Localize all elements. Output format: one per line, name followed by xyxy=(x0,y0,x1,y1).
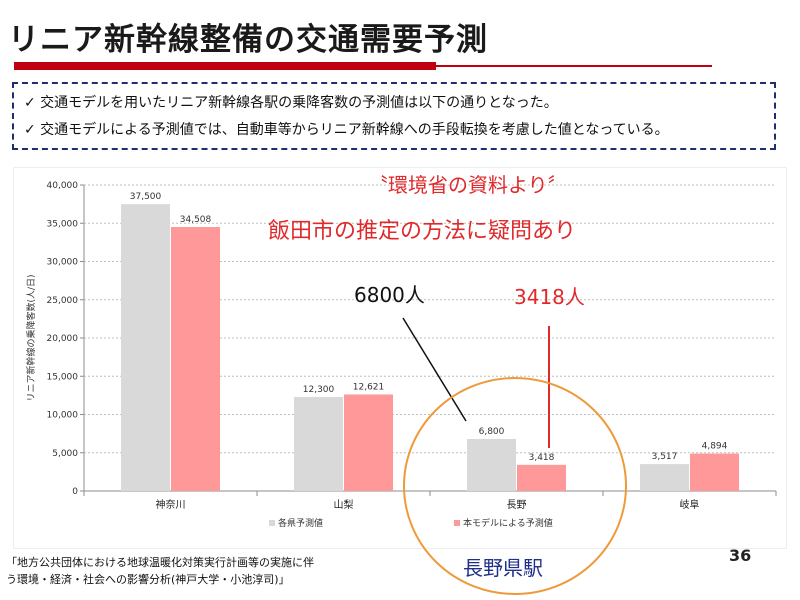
circle-label: 長野県駅 xyxy=(463,556,543,580)
y-tick-label: 20,000 xyxy=(47,334,79,344)
x-tick-label: 山梨 xyxy=(334,498,354,511)
source-citation-line-2: う環境・経済・社会への影響分析(神戸大学・小池淳司)」 xyxy=(6,573,290,586)
data-label: 3,418 xyxy=(529,453,555,463)
callout-6800: 6800人 xyxy=(354,283,425,307)
slide-number: 36 xyxy=(729,546,752,565)
y-tick-label: 0 xyxy=(72,487,78,497)
y-tick-label: 15,000 xyxy=(47,372,79,382)
title-underline-thin xyxy=(436,65,712,67)
data-label: 12,621 xyxy=(353,382,385,392)
legend-swatch xyxy=(454,520,460,526)
x-tick-label: 神奈川 xyxy=(156,498,186,511)
data-label: 4,894 xyxy=(702,442,728,452)
annotation-quote: 〝環境省の資料より〞 xyxy=(368,173,568,197)
summary-box: ✓ 交通モデルを用いたリニア新幹線各駅の乗降客数の予測値は以下の通りとなった。 … xyxy=(12,82,776,150)
data-label: 37,500 xyxy=(130,192,162,202)
x-tick-label: 岐阜 xyxy=(680,498,700,511)
page-title: リニア新幹線整備の交通需要予測 xyxy=(8,22,488,58)
bar xyxy=(640,464,689,491)
summary-bullet-1: ✓ 交通モデルを用いたリニア新幹線各駅の乗降客数の予測値は以下の通りとなった。 xyxy=(24,95,558,111)
bar xyxy=(171,227,220,491)
bar xyxy=(121,204,170,491)
data-label: 6,800 xyxy=(479,427,505,437)
legend-swatch xyxy=(269,520,275,526)
data-label: 34,508 xyxy=(180,215,212,225)
legend-label: 本モデルによる予測値 xyxy=(463,517,553,529)
bar xyxy=(690,453,739,491)
legend-label: 各県予測値 xyxy=(278,517,323,529)
summary-bullet-2: ✓ 交通モデルによる予測値では、自動車等からリニア新幹線への手段転換を考慮した値… xyxy=(24,122,669,138)
bar xyxy=(467,438,516,491)
data-label: 3,517 xyxy=(652,452,678,462)
source-citation-line-1: 「地方公共団体における地球温暖化対策実行計画等の実施に伴 xyxy=(6,556,314,569)
source-citation: 「地方公共団体における地球温暖化対策実行計画等の実施に伴 う環境・経済・社会への… xyxy=(6,554,314,588)
y-tick-label: 25,000 xyxy=(47,296,79,306)
callout-pointer-6800 xyxy=(402,317,467,422)
data-label: 12,300 xyxy=(303,385,335,395)
y-tick-label: 35,000 xyxy=(47,219,79,229)
bar xyxy=(344,394,393,491)
title-underline xyxy=(14,62,436,70)
y-tick-label: 30,000 xyxy=(47,258,79,268)
annotation-doubt: 飯田市の推定の方法に疑問あり xyxy=(268,219,576,244)
highlight-circle xyxy=(403,377,627,595)
y-tick-label: 40,000 xyxy=(47,181,79,191)
y-tick-label: 10,000 xyxy=(47,411,79,421)
bar xyxy=(517,464,566,491)
y-tick-label: 5,000 xyxy=(52,449,78,459)
y-axis-label: リニア新幹線の乗降客数(人/日) xyxy=(25,274,37,401)
x-tick-label: 長野 xyxy=(507,499,527,511)
callout-3418: 3418人 xyxy=(514,285,585,309)
bar xyxy=(294,396,343,491)
